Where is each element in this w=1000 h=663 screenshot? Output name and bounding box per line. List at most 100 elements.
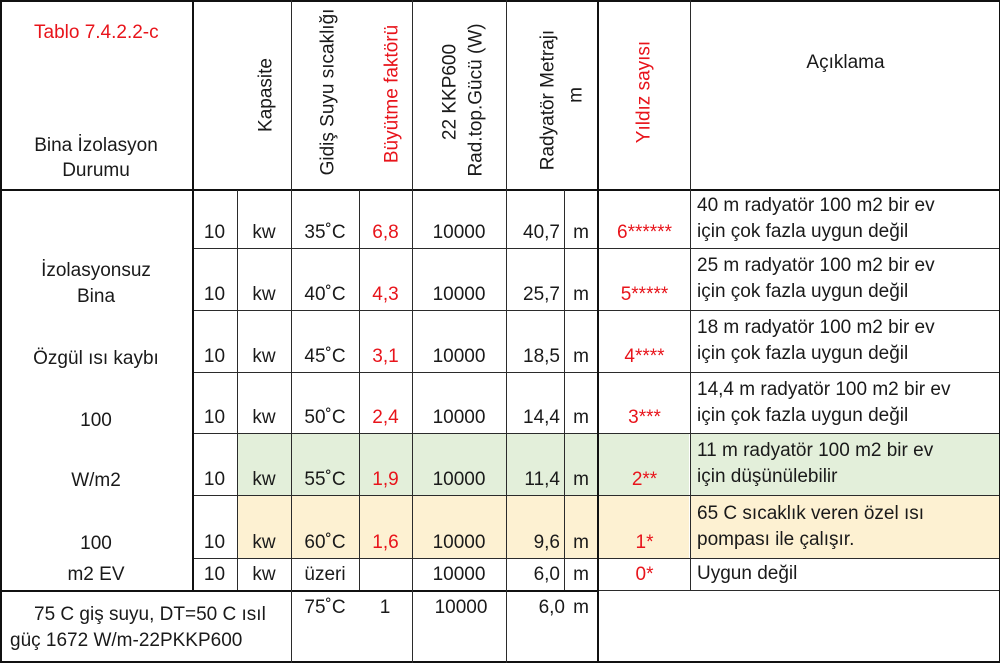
row-fill-60 <box>237 495 689 558</box>
cell-unit: kw <box>252 284 276 305</box>
cell-stars: 2** <box>631 469 658 490</box>
grid-line-v <box>690 0 691 590</box>
left-label-2: Bina <box>76 286 116 307</box>
cell-description: Uygun değil <box>691 558 1000 590</box>
description-line-1: 11 m radyatör 100 m2 bir ev <box>697 440 934 461</box>
bina-header-line2: Durumu <box>62 160 130 181</box>
cell-stars: 0* <box>635 564 654 585</box>
footer-note-line1: 75 C giş suyu, DT=50 C ısıl <box>34 604 266 625</box>
cell-temp: 40˚C <box>304 284 346 305</box>
grid-line-h <box>192 433 1000 434</box>
buyutme-header: Büyütme faktörü <box>381 24 403 164</box>
cell-unit: kw <box>252 346 276 367</box>
cell-factor <box>359 558 412 590</box>
cell-factor: 3,1 <box>372 346 399 367</box>
cell-unit: kw <box>252 469 276 490</box>
kkp-header-line1: 22 KKP600 <box>439 43 461 141</box>
cell-stars: 4**** <box>624 346 665 367</box>
cell-power: 10000 <box>432 564 486 585</box>
cell-temp: 35˚C <box>304 222 346 243</box>
cell-stars: 5***** <box>620 284 669 305</box>
footer-power: 10000 <box>434 597 488 618</box>
cell-cap: 10 <box>203 346 226 367</box>
description-line-1: 14,4 m radyatör 100 m2 bir ev <box>697 378 951 400</box>
cell-m: m <box>573 407 589 428</box>
kkp-header-line2: Rad.top.Gücü (W) <box>465 23 487 177</box>
cell-m: m <box>573 222 589 243</box>
grid-line-h <box>0 661 1000 663</box>
cell-cap: 10 <box>203 222 226 243</box>
grid-line-h <box>192 372 1000 373</box>
cell-power: 10000 <box>432 469 486 490</box>
cell-factor: 2,4 <box>372 407 399 428</box>
grid-line-v <box>412 0 413 663</box>
cell-cap: 10 <box>203 407 226 428</box>
cell-temp: 50˚C <box>304 407 346 428</box>
description-line-2: için çok fazla uygun değil <box>697 343 909 364</box>
description-line-2: için düşünülebilir <box>697 466 838 487</box>
cell-factor: 4,3 <box>372 284 399 305</box>
cell-power: 10000 <box>432 222 486 243</box>
description-line-1: 18 m radyatör 100 m2 bir ev <box>697 317 935 338</box>
cell-description: 14,4 m radyatör 100 m2 bir ev için çok fa… <box>691 372 1000 433</box>
cell-len: 25,7 <box>523 284 560 305</box>
footer-factor: 1 <box>379 597 391 618</box>
cell-m: m <box>573 564 589 585</box>
gidis-header: Gidiş Suyu sıcaklığı <box>317 8 339 176</box>
description-line-1: Uygun değil <box>697 563 798 584</box>
cell-m: m <box>573 469 589 490</box>
cell-len: 11,4 <box>524 469 560 490</box>
grid-line-v <box>597 0 599 663</box>
description-line-2: için çok fazla uygun değil <box>697 281 909 302</box>
description-line-1: 65 C sıcaklık veren özel ısı <box>697 502 925 524</box>
cell-power: 10000 <box>432 407 486 428</box>
cell-power: 10000 <box>432 532 486 553</box>
cell-power: 10000 <box>432 284 486 305</box>
grid-line-h <box>192 248 1000 249</box>
cell-len: 6,0 <box>533 564 560 585</box>
cell-unit: kw <box>252 407 276 428</box>
cell-unit: kw <box>252 532 276 553</box>
cell-description: 40 m radyatör 100 m2 bir ev için çok fazl… <box>691 190 1000 248</box>
kapasite-header: Kapasite <box>255 58 277 132</box>
metraj-header-line2: m <box>565 87 587 103</box>
cell-factor: 1,9 <box>372 469 399 490</box>
description-line-1: 25 m radyatör 100 m2 bir ev <box>697 255 935 276</box>
grid-line-h <box>0 590 598 592</box>
aciklama-header: Açıklama <box>806 52 885 73</box>
grid-line-v <box>192 0 194 590</box>
cell-len: 9,6 <box>533 532 560 553</box>
grid-line-h <box>0 0 1000 2</box>
cell-m: m <box>573 532 589 553</box>
cell-stars: 6****** <box>617 222 672 243</box>
description-line-2: için çok fazla uygun değil <box>697 221 909 242</box>
row-fill-55 <box>237 433 689 495</box>
bina-header-line1: Bina İzolasyon <box>34 135 158 156</box>
cell-description: 25 m radyatör 100 m2 bir ev için çok fazl… <box>691 248 1000 310</box>
cell-cap: 10 <box>203 469 226 490</box>
left-label-5: W/m2 <box>71 470 121 491</box>
grid-line-v <box>564 190 565 590</box>
description-line-1: 40 m radyatör 100 m2 bir ev <box>697 195 935 216</box>
cell-temp: üzeri <box>304 564 346 585</box>
description-line-2: için çok fazla uygun değil <box>697 404 909 426</box>
left-label-7: m2 EV <box>67 564 125 585</box>
cell-len: 18,5 <box>523 346 560 367</box>
grid-line-v <box>291 0 292 663</box>
grid-line-h <box>192 495 1000 496</box>
left-label-3: Özgül ısı kaybı <box>33 348 159 369</box>
grid-line-v <box>359 190 360 590</box>
desc-fill-60 <box>691 495 1000 558</box>
cell-cap: 10 <box>203 564 226 585</box>
footer-len: 6,0 <box>538 597 565 618</box>
metraj-header-line1: Radyatör Metrajı <box>537 29 559 171</box>
cell-stars: 1* <box>635 532 654 553</box>
cell-factor: 1,6 <box>372 532 399 553</box>
grid-line-h <box>192 558 1000 559</box>
cell-cap: 10 <box>203 532 226 553</box>
left-label-1: İzolasyonsuz <box>41 260 151 281</box>
cell-unit: kw <box>252 222 276 243</box>
cell-cap: 10 <box>203 284 226 305</box>
cell-description: 65 C sıcaklık veren özel ısı pompası ile … <box>691 495 1000 558</box>
